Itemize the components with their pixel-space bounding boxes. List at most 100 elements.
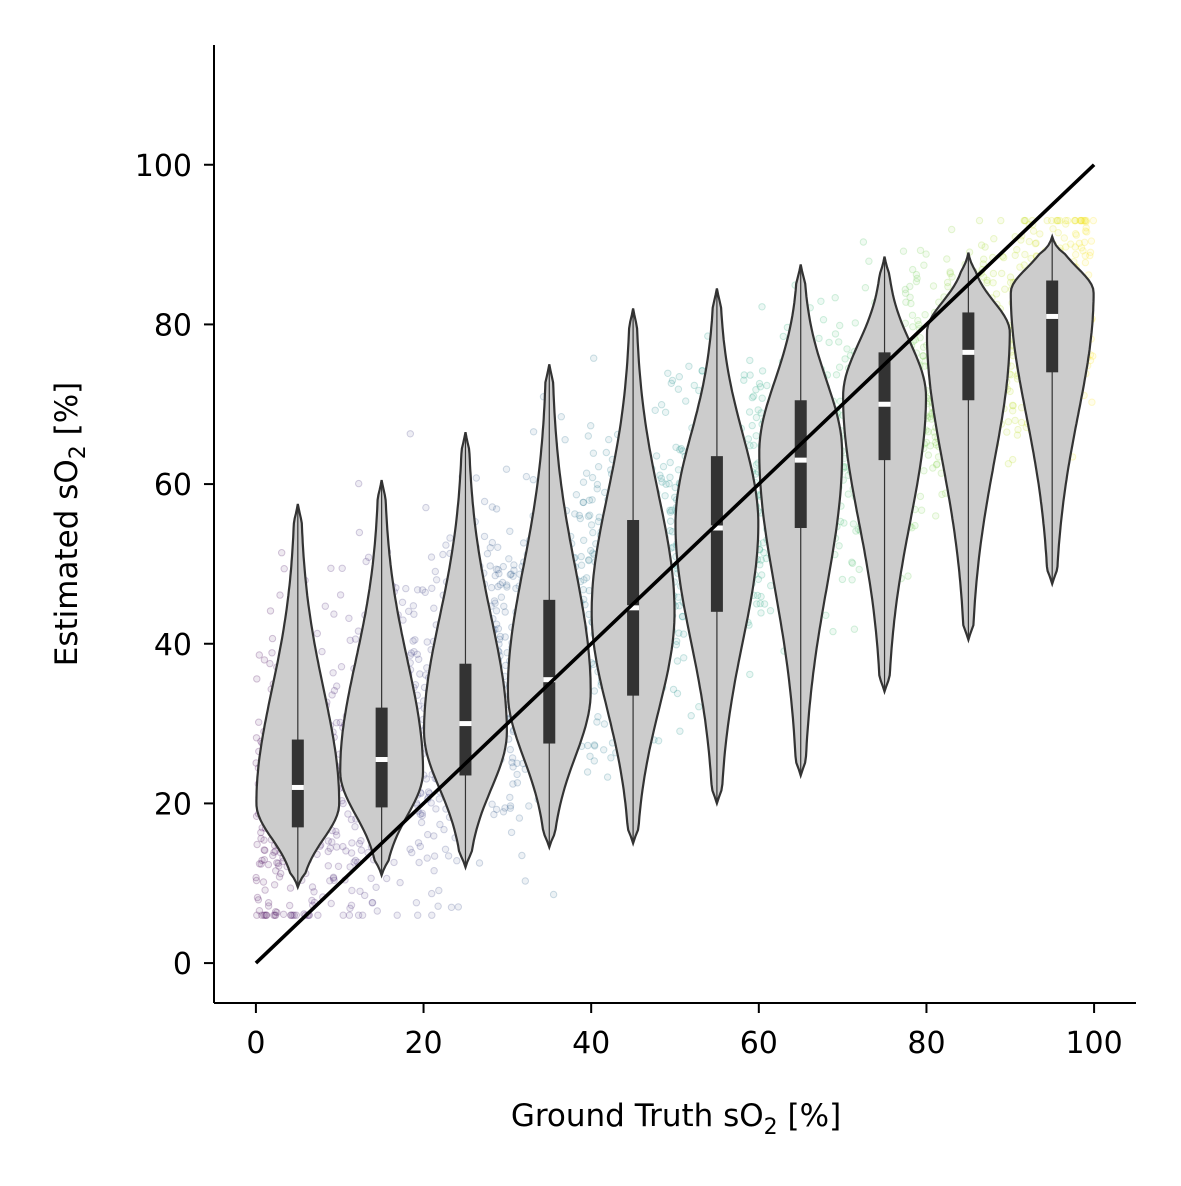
scatter-point bbox=[506, 793, 514, 802]
scatter-point bbox=[1054, 216, 1062, 225]
scatter-point bbox=[328, 691, 336, 699]
scatter-point bbox=[434, 902, 442, 910]
scatter-point bbox=[576, 514, 584, 523]
scatter-point bbox=[840, 519, 848, 527]
scatter-point bbox=[332, 827, 340, 836]
scatter-point bbox=[329, 874, 338, 882]
scatter-point bbox=[440, 825, 448, 834]
scatter-point bbox=[398, 598, 407, 606]
scatter-point bbox=[503, 583, 511, 591]
scatter-point bbox=[983, 276, 991, 284]
scatter-point bbox=[602, 448, 610, 457]
scatter-point bbox=[255, 651, 263, 659]
scatter-point bbox=[760, 549, 768, 557]
scatter-point bbox=[496, 632, 505, 641]
scatter-point bbox=[272, 867, 280, 875]
scatter-point bbox=[584, 512, 593, 520]
scatter-point bbox=[271, 847, 280, 855]
y-tick-label: 20 bbox=[154, 787, 192, 822]
scatter-point bbox=[261, 846, 269, 855]
scatter-point bbox=[760, 600, 769, 608]
scatter-point bbox=[270, 848, 278, 856]
scatter-point bbox=[487, 583, 496, 592]
scatter-point bbox=[423, 638, 431, 646]
scatter-point bbox=[521, 877, 529, 885]
scatter-point bbox=[1072, 250, 1080, 259]
scatter-point bbox=[1020, 216, 1028, 225]
scatter-point bbox=[264, 902, 273, 910]
scatter-point bbox=[1029, 227, 1038, 235]
violin-iqr-box bbox=[543, 599, 556, 744]
scatter-point bbox=[582, 469, 591, 477]
scatter-point bbox=[257, 834, 265, 843]
scatter-point bbox=[756, 383, 765, 391]
scatter-point bbox=[695, 703, 703, 711]
scatter-point bbox=[488, 503, 496, 511]
scatter-point bbox=[447, 903, 456, 911]
scatter-point bbox=[1016, 263, 1024, 271]
scatter-point bbox=[992, 290, 1001, 298]
x-tick-label: 100 bbox=[1065, 1026, 1122, 1061]
scatter-point bbox=[417, 818, 426, 827]
scatter-point bbox=[1089, 216, 1098, 225]
scatter-point bbox=[1013, 431, 1022, 439]
scatter-point bbox=[588, 473, 597, 482]
scatter-point bbox=[756, 561, 764, 569]
scatter-point bbox=[1049, 225, 1057, 233]
scatter-point bbox=[330, 686, 339, 695]
scatter-point bbox=[261, 886, 269, 894]
scatter-point bbox=[1063, 216, 1072, 225]
y-axis-label: Estimated sO2 [%] bbox=[49, 382, 91, 667]
scatter-point bbox=[329, 669, 337, 677]
scatter-point bbox=[273, 859, 281, 867]
violin-45 bbox=[590, 308, 676, 847]
scatter-point bbox=[472, 474, 480, 482]
scatter-point bbox=[757, 592, 765, 601]
scatter-point bbox=[946, 269, 954, 278]
scatter-point bbox=[1071, 216, 1079, 225]
scatter-point bbox=[758, 303, 766, 311]
scatter-point bbox=[745, 408, 754, 416]
scatter-point bbox=[430, 604, 438, 612]
scatter-point bbox=[506, 745, 514, 754]
scatter-point bbox=[575, 511, 583, 520]
scatter-point bbox=[334, 862, 343, 870]
scatter-point bbox=[308, 896, 316, 905]
scatter-point bbox=[503, 581, 511, 589]
scatter-point bbox=[350, 858, 358, 866]
scatter-point bbox=[586, 752, 594, 760]
scatter-point bbox=[913, 274, 921, 283]
scatter-point bbox=[507, 570, 515, 578]
scatter-point bbox=[279, 910, 288, 918]
scatter-point bbox=[1056, 216, 1064, 225]
scatter-point bbox=[666, 508, 674, 516]
scatter-point bbox=[501, 804, 509, 812]
scatter-point bbox=[1082, 218, 1090, 226]
scatter-point bbox=[666, 458, 674, 467]
scatter-point bbox=[1082, 216, 1091, 225]
scatter-point bbox=[453, 857, 461, 865]
y-tick-label: 60 bbox=[154, 468, 192, 503]
scatter-point bbox=[488, 800, 496, 808]
scatter-point bbox=[580, 576, 588, 584]
scatter-point bbox=[603, 773, 612, 781]
scatter-point bbox=[358, 911, 367, 919]
y-tick-label: 100 bbox=[135, 149, 192, 184]
scatter-point bbox=[1077, 244, 1086, 252]
scatter-point bbox=[815, 334, 823, 343]
scatter-point bbox=[492, 805, 501, 814]
x-tick-label: 80 bbox=[907, 1026, 945, 1061]
scatter-point bbox=[258, 856, 266, 865]
scatter-point bbox=[271, 908, 280, 916]
scatter-point bbox=[411, 636, 419, 644]
scatter-point bbox=[416, 670, 424, 678]
scatter-point bbox=[255, 860, 264, 868]
scatter-point bbox=[421, 588, 429, 596]
scatter-point bbox=[286, 884, 295, 892]
scatter-point bbox=[346, 863, 354, 871]
scatter-point bbox=[1021, 216, 1030, 225]
scatter-point bbox=[920, 467, 928, 475]
scatter-point bbox=[347, 815, 356, 824]
x-tick-label: 0 bbox=[246, 1026, 265, 1061]
scatter-point bbox=[408, 848, 416, 857]
